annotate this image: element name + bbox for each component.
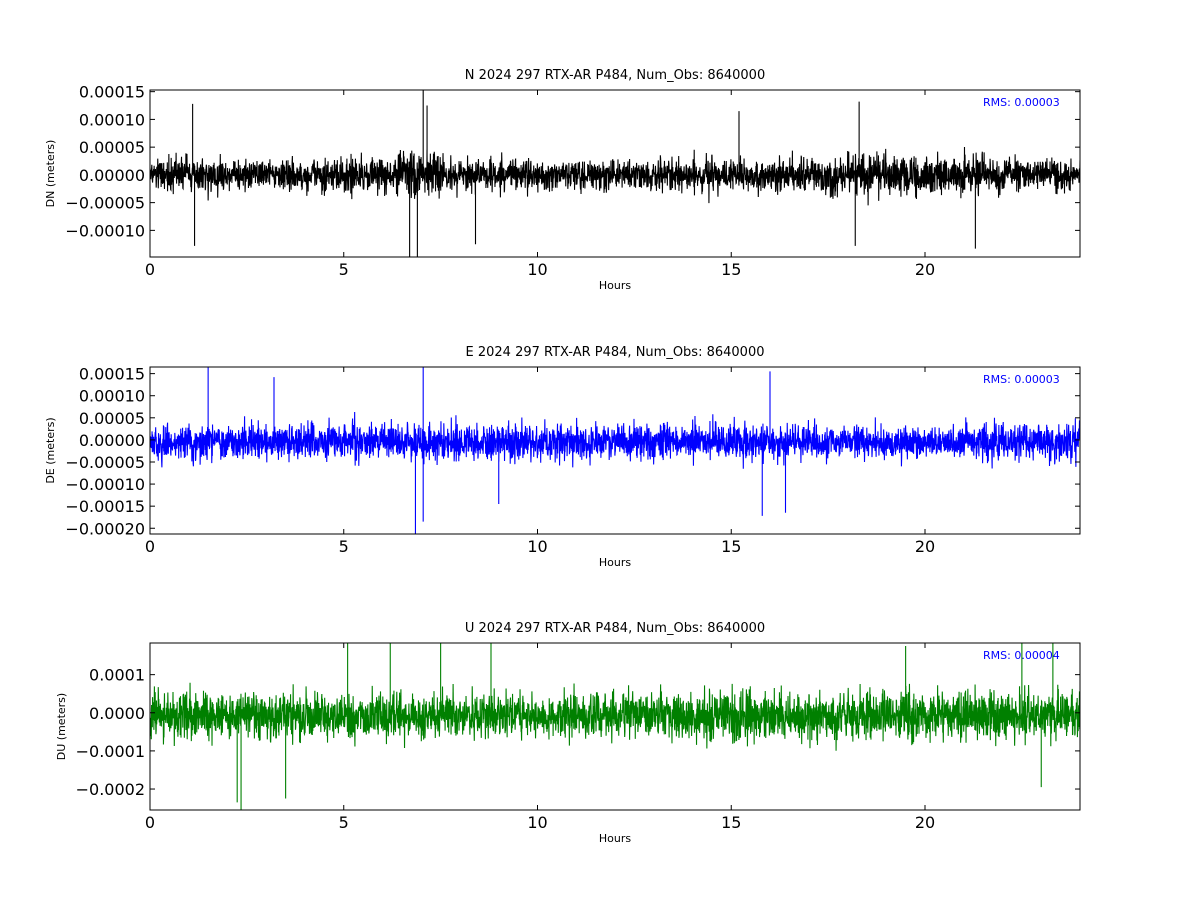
up-x-axis-label: Hours: [599, 832, 631, 845]
north-x-tick-label: 20: [915, 260, 935, 279]
east-x-tick-label: 20: [915, 537, 935, 556]
east-y-tick-label: −0.00010: [65, 475, 145, 494]
north-rms-annotation: RMS: 0.00003: [983, 96, 1060, 109]
north-panel: 0 5 10 15 20 −0.00010 −0.00005 0.00000 0.00005 0.…: [44, 68, 1081, 292]
up-x-tick-label: 0: [145, 813, 155, 832]
north-y-tick-label: 0.00005: [79, 138, 145, 157]
east-plot-frame: [149, 366, 1081, 535]
north-series-line: [150, 90, 1080, 257]
east-x-tick-label: 5: [339, 537, 349, 556]
up-y-tick-label: −0.0001: [76, 742, 145, 761]
north-x-tick-label: 15: [721, 260, 741, 279]
east-y-tick-label: −0.00015: [65, 497, 145, 516]
north-x-tick-label: 5: [339, 260, 349, 279]
up-panel: 0 5 10 15 20 −0.0002 −0.0001 0.0000 0.0001 U 2024…: [55, 621, 1081, 845]
up-y-axis-label: DU (meters): [55, 693, 68, 760]
north-y-tick-label: 0.00015: [79, 83, 145, 102]
east-x-tick-label: 10: [527, 537, 547, 556]
east-y-axis-label: DE (meters): [44, 417, 57, 483]
east-y-tick-label: 0.00000: [79, 431, 145, 450]
east-y-tick-label: 0.00015: [79, 365, 145, 384]
north-x-tick-label: 10: [527, 260, 547, 279]
up-chart-title: U 2024 297 RTX-AR P484, Num_Obs: 8640000: [465, 621, 765, 636]
north-x-axis-label: Hours: [599, 279, 631, 292]
up-rms-annotation: RMS: 0.00004: [983, 649, 1060, 662]
up-series-line: [150, 643, 1080, 810]
east-x-axis-label: Hours: [599, 556, 631, 569]
east-x-tick-label: 0: [145, 537, 155, 556]
east-y-tick-label: 0.00010: [79, 387, 145, 406]
east-y-tick-label: −0.00005: [65, 453, 145, 472]
north-y-tick-label: 0.00000: [79, 166, 145, 185]
up-y-tick-label: −0.0002: [76, 780, 145, 799]
north-x-tick-label: 0: [145, 260, 155, 279]
east-series-line: [150, 367, 1080, 534]
east-x-tick-label: 15: [721, 537, 741, 556]
east-rms-annotation: RMS: 0.00003: [983, 373, 1060, 386]
east-panel: 0 5 10 15 20 −0.00020 −0.00015 −0.00010 −0.00005…: [44, 345, 1081, 569]
north-chart-title: N 2024 297 RTX-AR P484, Num_Obs: 8640000: [465, 68, 765, 83]
east-y-tick-label: −0.00020: [65, 519, 145, 538]
east-chart-title: E 2024 297 RTX-AR P484, Num_Obs: 8640000: [466, 345, 765, 360]
north-y-axis-label: DN (meters): [44, 140, 57, 208]
north-plot-frame: [149, 89, 1081, 258]
up-x-tick-label: 5: [339, 813, 349, 832]
up-x-tick-label: 10: [527, 813, 547, 832]
up-y-tick-label: 0.0000: [89, 704, 145, 723]
east-y-tick-label: 0.00005: [79, 409, 145, 428]
up-y-tick-label: 0.0001: [89, 666, 145, 685]
north-y-tick-label: −0.00005: [65, 194, 145, 213]
north-y-tick-label: −0.00010: [65, 221, 145, 240]
up-plot-frame: [149, 642, 1081, 811]
up-x-tick-label: 15: [721, 813, 741, 832]
north-y-tick-label: 0.00010: [79, 110, 145, 129]
up-x-tick-label: 20: [915, 813, 935, 832]
